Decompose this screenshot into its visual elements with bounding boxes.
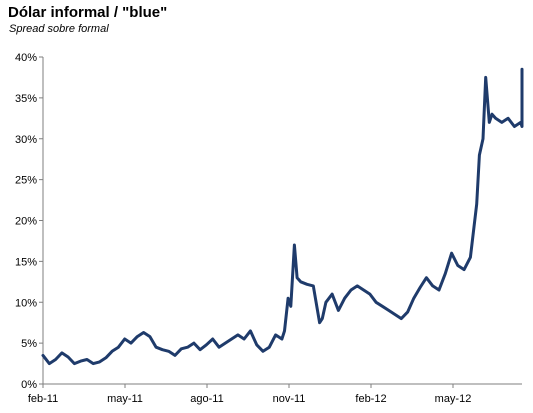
x-tick-label: nov-11 bbox=[273, 393, 306, 405]
x-axis-ticks: feb-11 may-11 ago-11 nov-11 feb-12 may-12 bbox=[28, 384, 472, 405]
y-tick-label: 5% bbox=[21, 338, 37, 350]
x-tick-label: ago-11 bbox=[190, 393, 223, 405]
x-tick-label: feb-11 bbox=[28, 393, 58, 405]
y-tick-label: 0% bbox=[21, 379, 37, 391]
y-tick-label: 35% bbox=[15, 93, 37, 105]
chart-subtitle: Spread sobre formal bbox=[9, 23, 109, 35]
y-tick-label: 15% bbox=[15, 256, 37, 268]
y-tick-label: 30% bbox=[15, 134, 37, 146]
y-tick-label: 40% bbox=[15, 52, 37, 64]
x-tick-label: feb-12 bbox=[355, 393, 386, 405]
x-tick-label: may-11 bbox=[107, 393, 143, 405]
series-line bbox=[41, 67, 524, 366]
y-tick-label: 10% bbox=[15, 297, 37, 309]
x-tick-label: may-12 bbox=[435, 393, 472, 405]
y-axis-ticks: 0% 5% 10% 15% 20% 25% 30% 35% 40% bbox=[15, 52, 43, 391]
y-tick-label: 20% bbox=[15, 216, 37, 228]
chart-title: Dólar informal / "blue" bbox=[8, 4, 168, 21]
y-tick-label: 25% bbox=[15, 175, 37, 187]
